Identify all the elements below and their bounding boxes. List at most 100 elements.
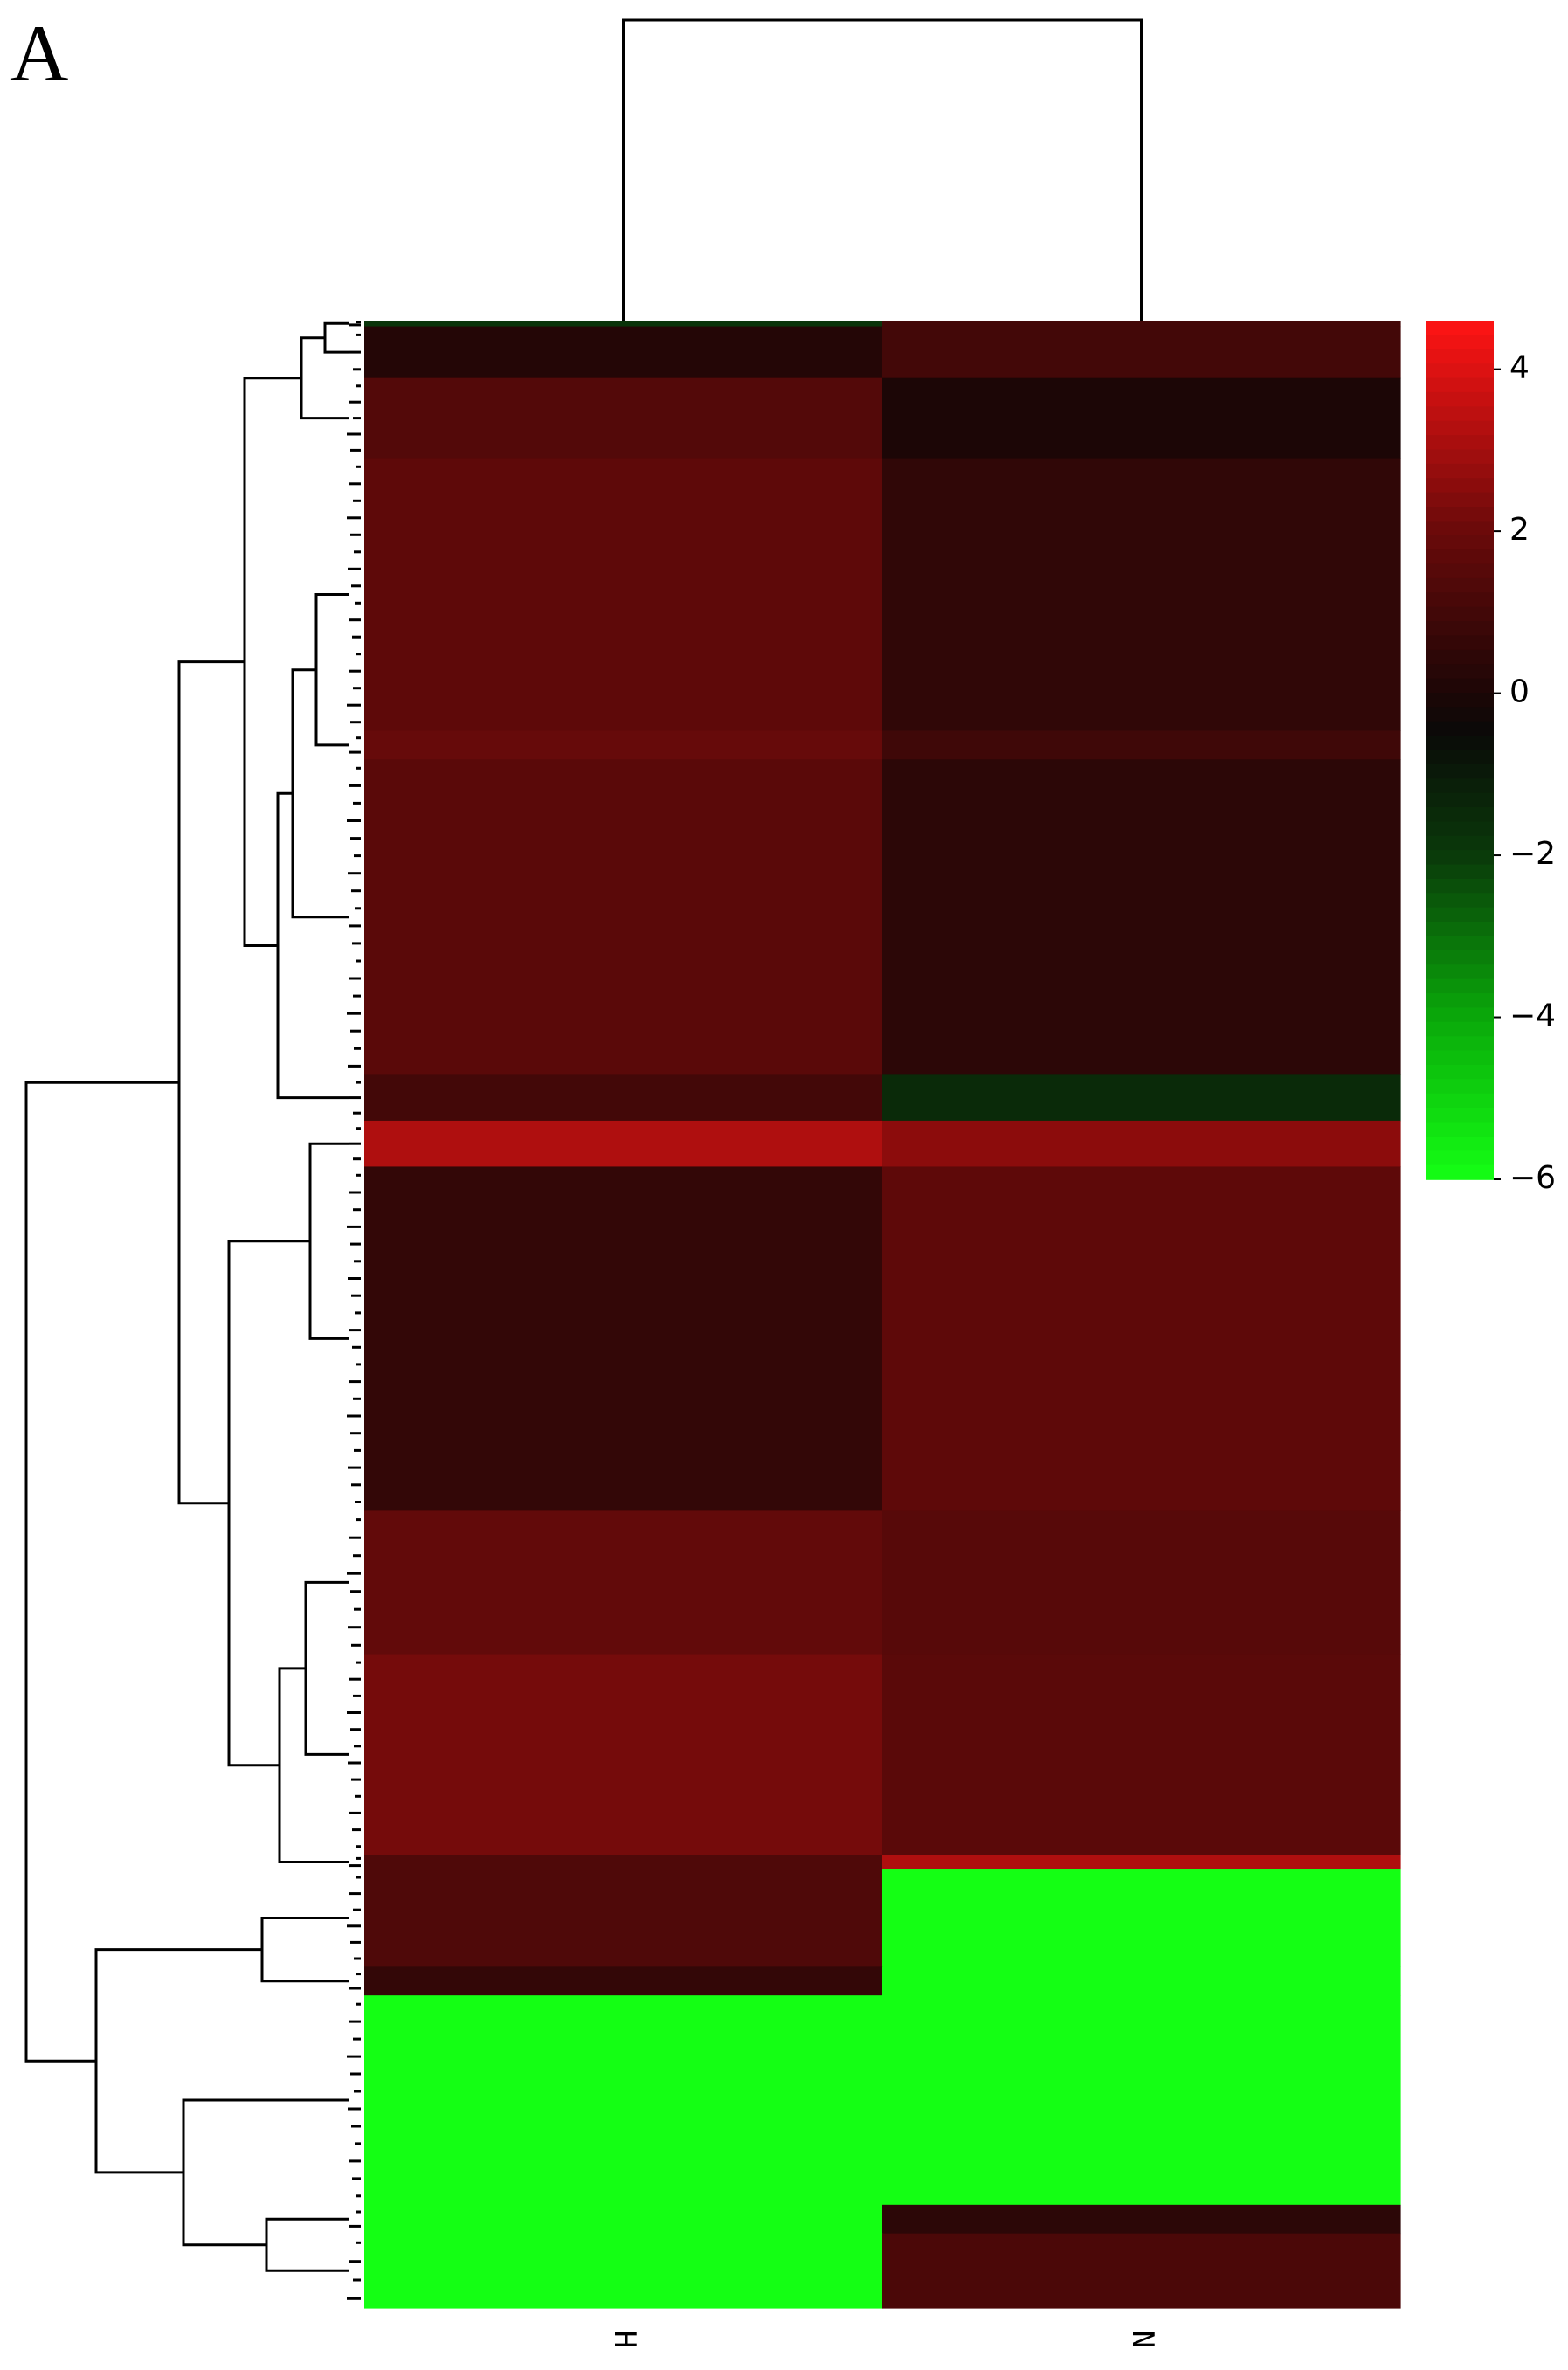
row-dendrogram-branch (308, 1142, 349, 1340)
column-dendrogram (622, 18, 1143, 321)
heatmap-cells (364, 321, 1401, 2309)
color-scale-tick-label: −4 (1509, 998, 1556, 1034)
color-scale-segment (1426, 649, 1494, 665)
color-scale-segment (1426, 478, 1494, 494)
color-scale-segment (1426, 764, 1494, 780)
row-dendrogram (24, 321, 361, 2300)
heatmap-cell (364, 1120, 883, 1168)
heatmap-cell (364, 730, 883, 760)
color-scale-tick-label: 4 (1509, 350, 1530, 386)
heatmap-cell (364, 326, 883, 379)
heatmap-cell (364, 1855, 883, 1870)
row-dendrogram-branch (291, 668, 349, 919)
color-scale-segment (1426, 406, 1494, 422)
color-scale-segment (1426, 1021, 1494, 1037)
color-scale-segment (1426, 1093, 1494, 1109)
row-dendrogram-branch (314, 593, 349, 747)
color-scale-segment (1426, 563, 1494, 579)
row-dendrogram-branch (177, 660, 245, 1505)
color-scale-segment (1426, 349, 1494, 364)
color-scale-tick-label: 0 (1509, 674, 1530, 710)
color-scale-segment (1426, 1150, 1494, 1166)
color-scale-tick-label: −2 (1509, 836, 1556, 872)
row-dendrogram-branch (24, 1081, 179, 2063)
color-scale-segment (1426, 692, 1494, 708)
color-scale-segment (1426, 606, 1494, 622)
color-scale-segment (1426, 792, 1494, 808)
color-scale-segment (1426, 978, 1494, 994)
color-scale-segment (1426, 878, 1494, 895)
heatmap-cell (882, 1869, 1401, 1967)
row-dendrogram-branch (304, 1580, 349, 1756)
heatmap-cell (882, 1510, 1401, 1655)
color-scale-bar (1426, 321, 1494, 1180)
heatmap-cell (882, 730, 1401, 760)
heatmap-cell (364, 1074, 883, 1122)
column-label: H (607, 2331, 642, 2348)
color-scale-segment (1426, 577, 1494, 594)
color-scale-segment (1426, 535, 1494, 550)
heatmap-cell (364, 1995, 883, 2206)
column-dendrogram-branch (622, 18, 1143, 321)
heatmap-cell (364, 458, 883, 732)
color-scale-segment (1426, 506, 1494, 522)
heatmap-cell (364, 1966, 883, 1996)
color-scale-segment (1426, 621, 1494, 637)
color-scale-segment (1426, 335, 1494, 350)
color-scale-segment (1426, 850, 1494, 866)
heatmap-cell (364, 1166, 883, 1511)
color-scale-segment (1426, 678, 1494, 694)
heatmap-cell (364, 1869, 883, 1967)
row-dendrogram-branch (260, 1917, 349, 1983)
heatmap-cell (364, 759, 883, 1075)
color-scale-segment (1426, 1122, 1494, 1137)
color-scale-segment (1426, 463, 1494, 480)
heatmap-cell (882, 326, 1401, 379)
color-scale-segment (1426, 1164, 1494, 1180)
row-dendrogram-branch (227, 1240, 310, 1767)
panel-label: A (10, 9, 68, 98)
color-scale-segment (1426, 1050, 1494, 1066)
color-scale-segment (1426, 377, 1494, 393)
color-scale-segment (1426, 363, 1494, 379)
color-scale-segment (1426, 664, 1494, 680)
color-scale-segment (1426, 893, 1494, 909)
color-scale-segment (1426, 750, 1494, 765)
color-scale-segment (1426, 592, 1494, 608)
color-scale-segment (1426, 778, 1494, 794)
row-dendrogram-branch (265, 2217, 349, 2272)
color-scale-segment (1426, 950, 1494, 966)
color-scale-segment (1426, 492, 1494, 508)
row-dendrogram-branch (278, 1667, 349, 1863)
heatmap-cell (882, 1966, 1401, 1996)
color-scale-segment (1426, 635, 1494, 651)
color-scale-segment (1426, 936, 1494, 951)
color-scale-segment (1426, 993, 1494, 1009)
heatmap-cell (882, 1074, 1401, 1122)
heatmap-cell (882, 759, 1401, 1075)
heatmap-cell (364, 1510, 883, 1655)
heatmap-cell (882, 1166, 1401, 1511)
color-scale-segment (1426, 807, 1494, 823)
color-scale-segment (1426, 1036, 1494, 1052)
heatmap-cell (882, 2233, 1401, 2309)
color-scale-segment (1426, 736, 1494, 751)
color-scale-tick-label: 2 (1509, 512, 1530, 548)
color-scale-segment (1426, 1079, 1494, 1095)
heatmap-cell (882, 321, 1401, 328)
color-scale-segment (1426, 907, 1494, 922)
heatmap-cell (882, 377, 1401, 459)
heatmap-cell (364, 2204, 883, 2235)
color-scale-segment (1426, 707, 1494, 722)
color-scale-segment (1426, 1108, 1494, 1123)
color-scale-segment (1426, 449, 1494, 465)
color-scale-segment (1426, 1136, 1494, 1152)
color-scale-segment (1426, 1064, 1494, 1081)
color-scale-segment (1426, 964, 1494, 980)
heatmap-cell (364, 377, 883, 459)
row-dendrogram-branch (276, 791, 349, 1100)
heatmap-cell (364, 321, 883, 328)
color-scale-segment (1426, 821, 1494, 837)
